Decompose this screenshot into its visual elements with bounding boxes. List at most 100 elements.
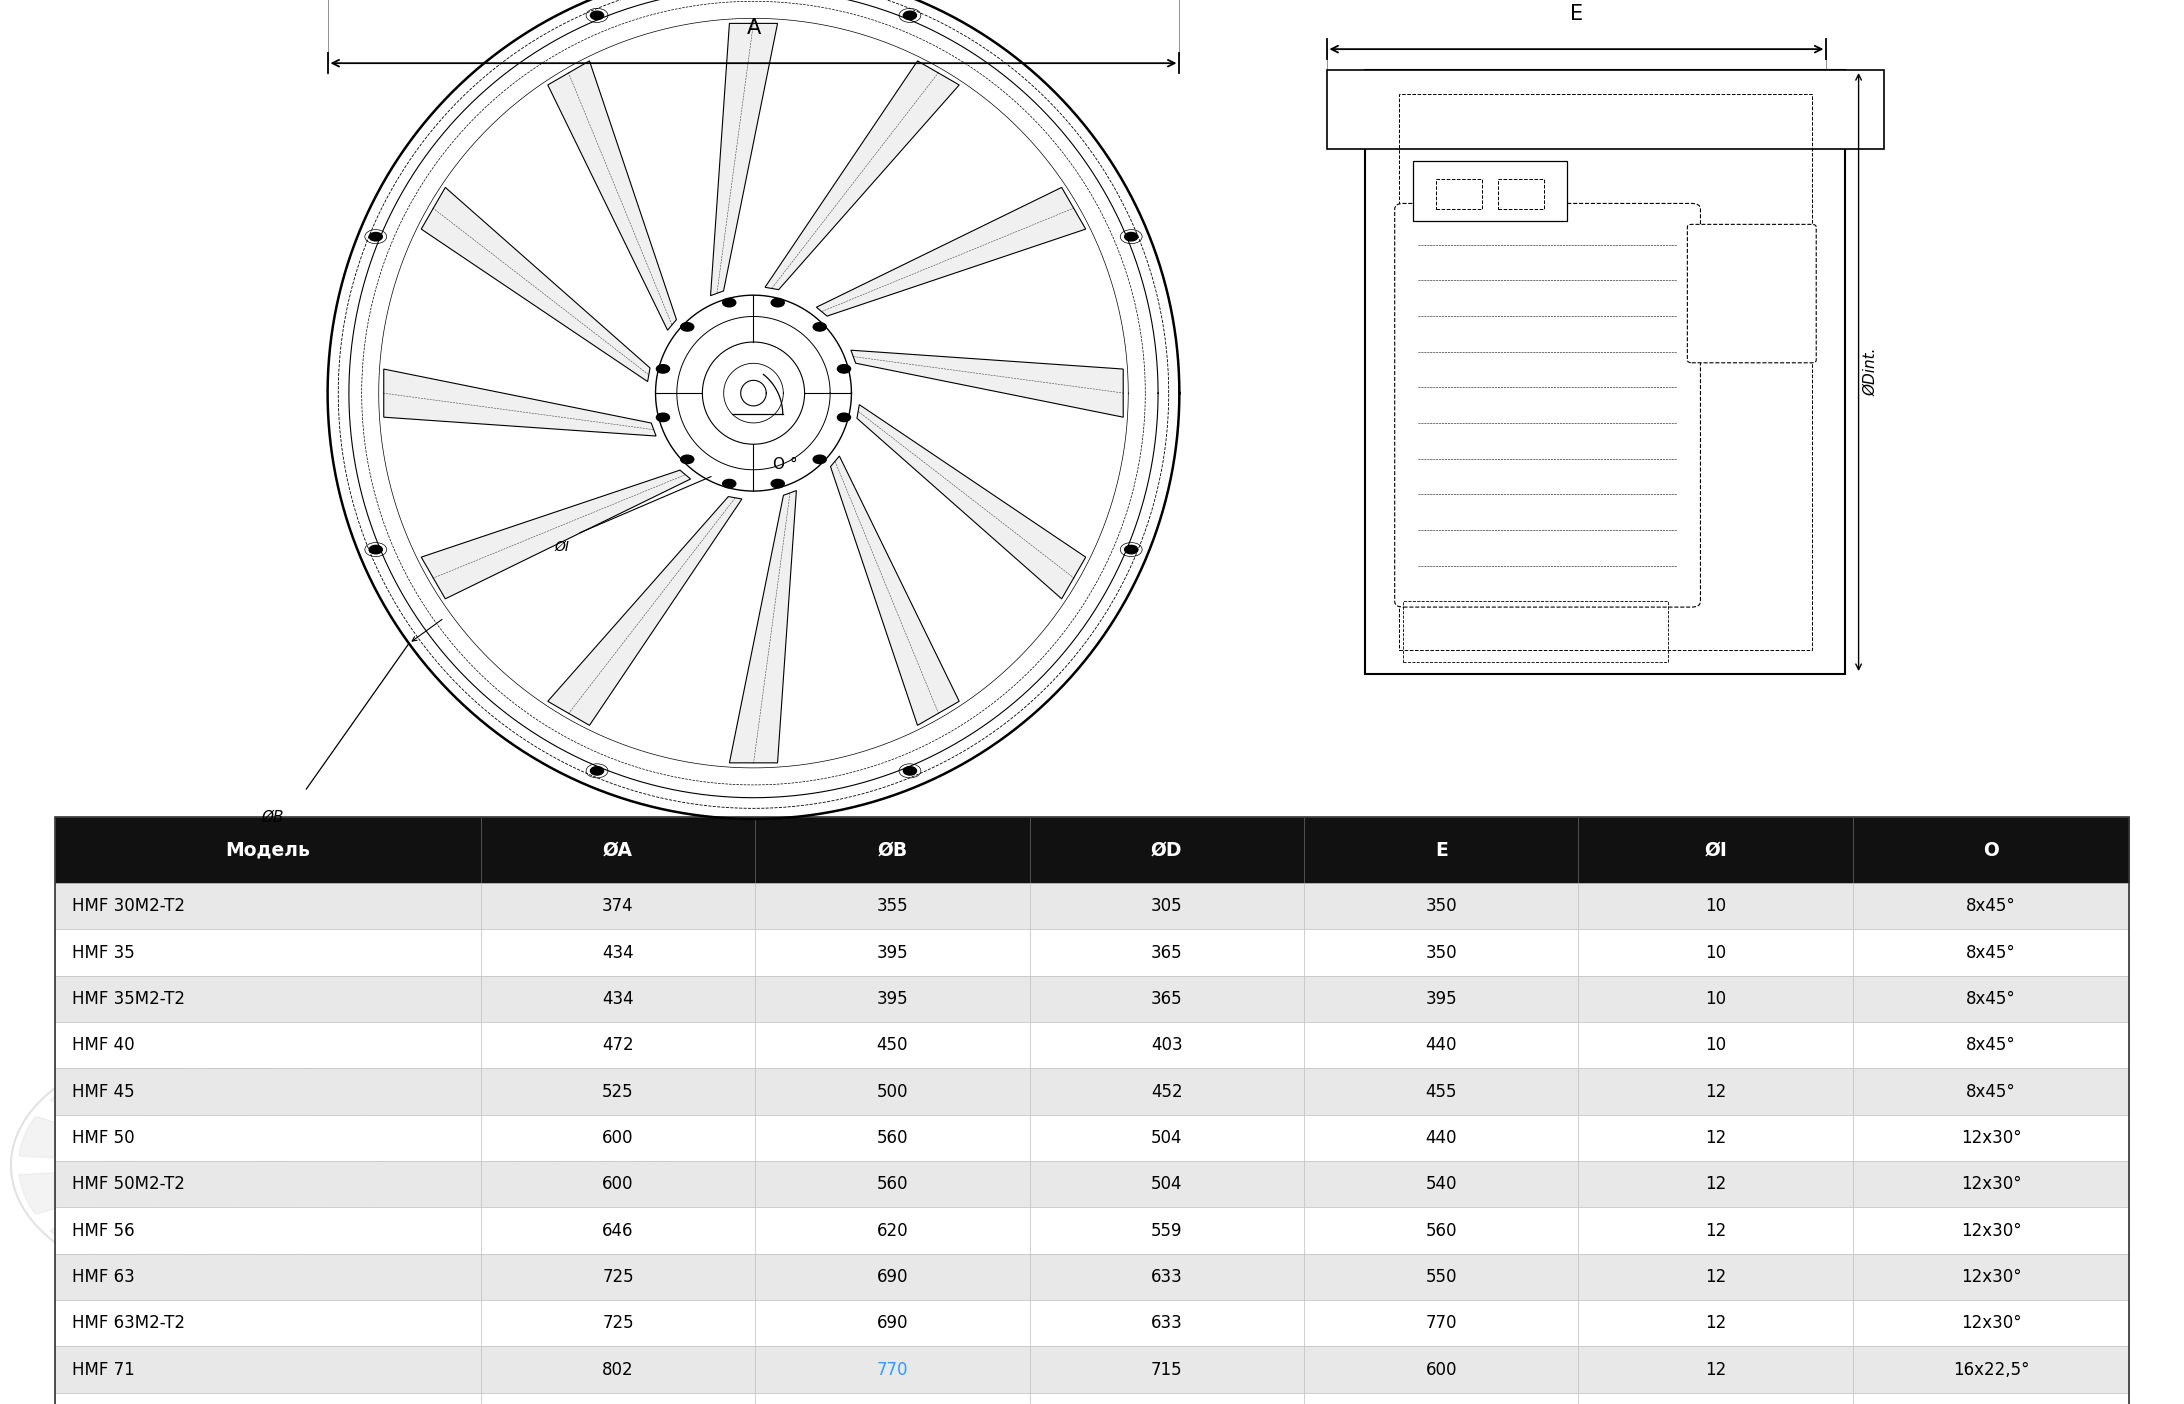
Bar xyxy=(480,1393,756,1404)
Bar xyxy=(1029,929,1304,976)
Bar xyxy=(1029,1254,1304,1300)
Circle shape xyxy=(723,299,736,307)
Bar xyxy=(1029,1346,1304,1393)
Text: 350: 350 xyxy=(1426,943,1457,962)
Text: ØB: ØB xyxy=(262,810,284,826)
Bar xyxy=(1852,929,2129,976)
Bar xyxy=(55,1115,480,1161)
Circle shape xyxy=(590,11,603,20)
Bar xyxy=(1304,817,1579,883)
Bar xyxy=(1579,1115,1852,1161)
Text: 8x45°: 8x45° xyxy=(1966,1036,2016,1054)
Polygon shape xyxy=(256,1168,373,1214)
Text: 600: 600 xyxy=(603,1129,633,1147)
Bar xyxy=(756,883,1029,929)
Bar xyxy=(756,1393,1029,1404)
Bar xyxy=(1852,1300,2129,1346)
Bar xyxy=(1579,1207,1852,1254)
Circle shape xyxy=(836,365,850,373)
Text: 560: 560 xyxy=(876,1129,909,1147)
Bar xyxy=(55,929,480,976)
Bar xyxy=(55,1254,480,1300)
Polygon shape xyxy=(817,187,1085,316)
Text: 725: 725 xyxy=(603,1314,633,1332)
Text: 440: 440 xyxy=(1426,1036,1457,1054)
Bar xyxy=(1029,1207,1304,1254)
Bar xyxy=(1029,1300,1304,1346)
Bar xyxy=(1029,1022,1304,1068)
Bar xyxy=(1852,1207,2129,1254)
Polygon shape xyxy=(201,1052,273,1127)
Bar xyxy=(480,1115,756,1161)
Bar xyxy=(1579,929,1852,976)
Text: 770: 770 xyxy=(876,1360,909,1379)
Text: E: E xyxy=(1570,4,1583,24)
Text: 8x45°: 8x45° xyxy=(1966,990,2016,1008)
Text: 12x30°: 12x30° xyxy=(1961,1129,2022,1147)
Text: 550: 550 xyxy=(1426,1268,1457,1286)
FancyBboxPatch shape xyxy=(1688,225,1817,362)
Text: 12: 12 xyxy=(1706,1175,1725,1193)
Text: 12: 12 xyxy=(1706,1082,1725,1101)
Circle shape xyxy=(836,413,850,421)
Bar xyxy=(1304,1393,1579,1404)
Bar xyxy=(1852,1068,2129,1115)
Bar xyxy=(55,1207,480,1254)
Circle shape xyxy=(904,767,917,775)
Text: 633: 633 xyxy=(1151,1314,1184,1332)
Text: 10: 10 xyxy=(1706,943,1725,962)
Bar xyxy=(480,1300,756,1346)
Polygon shape xyxy=(234,1071,343,1141)
Text: 690: 690 xyxy=(876,1268,909,1286)
Bar xyxy=(55,1346,480,1393)
Bar xyxy=(480,883,756,929)
Text: HMF 63: HMF 63 xyxy=(72,1268,135,1286)
Circle shape xyxy=(812,455,826,463)
Bar xyxy=(1852,976,2129,1022)
Circle shape xyxy=(904,11,917,20)
Bar xyxy=(1852,1161,2129,1207)
Text: A: A xyxy=(747,18,760,38)
Bar xyxy=(1852,817,2129,883)
Polygon shape xyxy=(201,1203,273,1279)
Bar xyxy=(1029,1068,1304,1115)
Text: 12: 12 xyxy=(1706,1360,1725,1379)
Bar xyxy=(1413,160,1566,220)
Bar xyxy=(55,976,480,1022)
Text: HMF 40: HMF 40 xyxy=(72,1036,135,1054)
Bar xyxy=(55,1393,480,1404)
Circle shape xyxy=(812,323,826,331)
Bar xyxy=(1579,1300,1852,1346)
Bar xyxy=(1852,1115,2129,1161)
Text: HMF 45: HMF 45 xyxy=(72,1082,135,1101)
Text: 374: 374 xyxy=(603,897,633,915)
Text: O: O xyxy=(1983,841,1998,859)
Text: 559: 559 xyxy=(1151,1221,1182,1240)
Bar xyxy=(1304,1115,1579,1161)
Text: 12x30°: 12x30° xyxy=(1961,1268,2022,1286)
Bar xyxy=(1304,1161,1579,1207)
Bar xyxy=(1437,178,1483,209)
Text: 715: 715 xyxy=(1151,1360,1184,1379)
Text: 8x45°: 8x45° xyxy=(1966,943,2016,962)
Text: 646: 646 xyxy=(603,1221,633,1240)
Text: HMF 35M2-T2: HMF 35M2-T2 xyxy=(72,990,186,1008)
Text: 395: 395 xyxy=(1426,990,1457,1008)
Bar xyxy=(1852,1022,2129,1068)
Bar xyxy=(1852,1346,2129,1393)
Text: ØI: ØI xyxy=(1704,841,1728,859)
Text: 12: 12 xyxy=(1706,1314,1725,1332)
Bar xyxy=(480,1022,756,1068)
Text: ØA: ØA xyxy=(603,841,633,859)
Text: ØDint.: ØDint. xyxy=(1863,348,1878,396)
Text: E: E xyxy=(1435,841,1448,859)
Text: 10: 10 xyxy=(1706,897,1725,915)
Bar xyxy=(55,1022,480,1068)
Polygon shape xyxy=(548,497,743,726)
Text: ØB: ØB xyxy=(878,841,909,859)
Text: 690: 690 xyxy=(876,1314,909,1332)
Text: 403: 403 xyxy=(1151,1036,1184,1054)
Bar xyxy=(756,817,1029,883)
Circle shape xyxy=(369,233,382,241)
Polygon shape xyxy=(422,470,690,600)
